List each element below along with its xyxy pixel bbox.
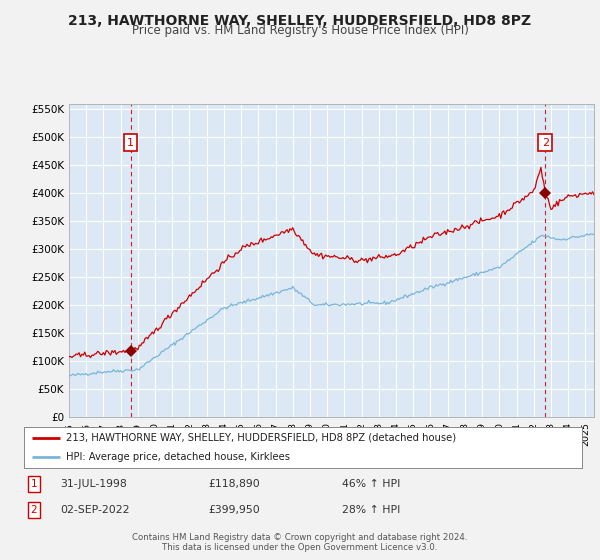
Text: 46% ↑ HPI: 46% ↑ HPI (342, 479, 400, 489)
Text: 2: 2 (31, 505, 37, 515)
Text: 213, HAWTHORNE WAY, SHELLEY, HUDDERSFIELD, HD8 8PZ (detached house): 213, HAWTHORNE WAY, SHELLEY, HUDDERSFIEL… (66, 433, 456, 443)
Text: 31-JUL-1998: 31-JUL-1998 (60, 479, 127, 489)
Text: 02-SEP-2022: 02-SEP-2022 (60, 505, 130, 515)
Text: Contains HM Land Registry data © Crown copyright and database right 2024.: Contains HM Land Registry data © Crown c… (132, 533, 468, 542)
Text: This data is licensed under the Open Government Licence v3.0.: This data is licensed under the Open Gov… (163, 543, 437, 552)
Text: Price paid vs. HM Land Registry's House Price Index (HPI): Price paid vs. HM Land Registry's House … (131, 24, 469, 38)
Text: HPI: Average price, detached house, Kirklees: HPI: Average price, detached house, Kirk… (66, 452, 290, 463)
Text: 2: 2 (542, 138, 549, 148)
Text: 1: 1 (31, 479, 37, 489)
Text: £118,890: £118,890 (208, 479, 260, 489)
Text: 1: 1 (127, 138, 134, 148)
Text: £399,950: £399,950 (208, 505, 260, 515)
Text: 28% ↑ HPI: 28% ↑ HPI (342, 505, 400, 515)
Text: 213, HAWTHORNE WAY, SHELLEY, HUDDERSFIELD, HD8 8PZ: 213, HAWTHORNE WAY, SHELLEY, HUDDERSFIEL… (68, 14, 532, 28)
